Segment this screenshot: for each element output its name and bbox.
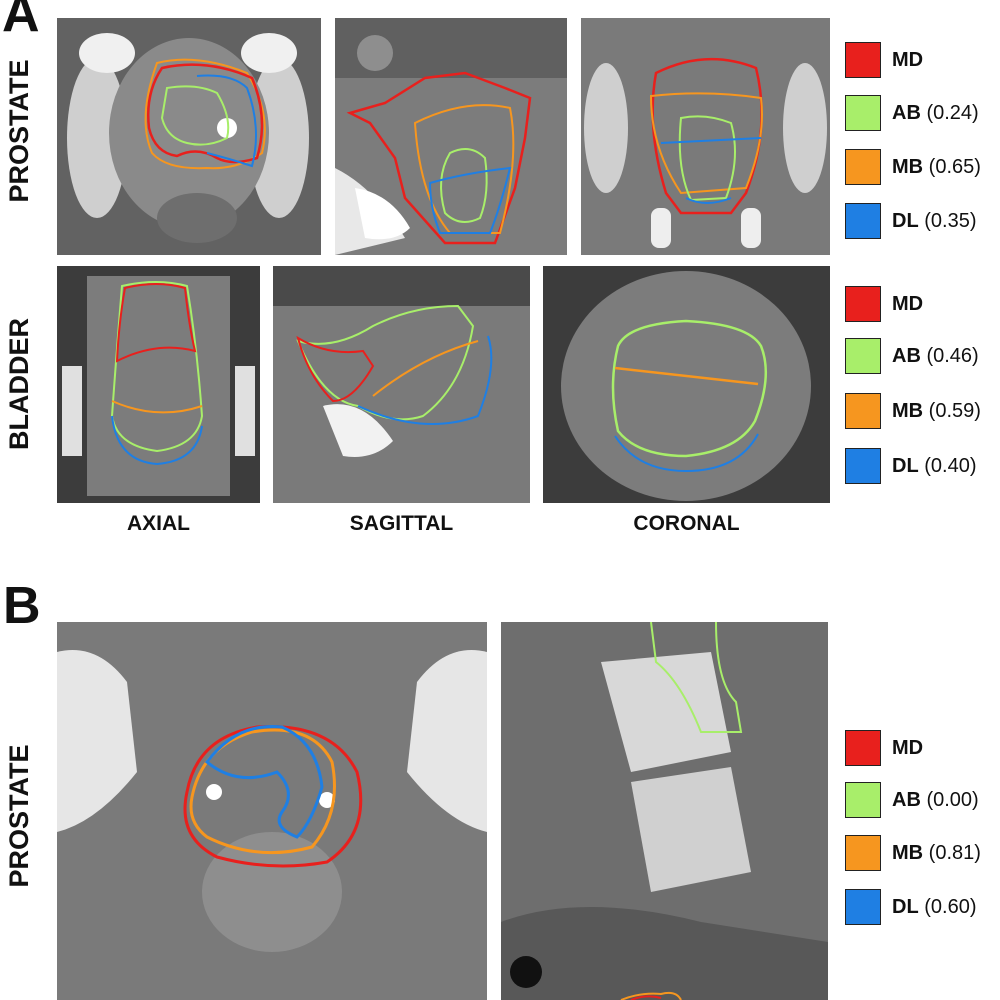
legend-code: AB [892, 102, 921, 124]
legend-value: (0.81) [928, 842, 981, 864]
legend-swatch-md [845, 42, 881, 78]
legend-code: DL [892, 455, 919, 477]
legend-prostate-b: MD AB (0.00) MB (0.81) DL (0.60) [845, 730, 1000, 930]
legend-swatch-ab [845, 782, 881, 818]
legend-swatch-mb [845, 149, 881, 185]
panel-b-letter: B [3, 577, 41, 635]
ct-axial-prostate-b [57, 622, 487, 1000]
ct-axial-bladder [57, 266, 260, 503]
legend-value: (0.59) [928, 400, 981, 422]
legend-value: (0.35) [924, 210, 977, 232]
legend-code: MB [892, 842, 924, 864]
row-label-prostate-b: PROSTATE [4, 744, 34, 888]
legend-swatch-dl [845, 448, 881, 484]
legend-code: MD [892, 737, 924, 759]
legend-bladder-a: MD AB (0.46) MB (0.59) DL (0.40) [845, 286, 1000, 486]
ct-coronal-bladder [543, 266, 830, 503]
legend-code: MB [892, 400, 924, 422]
row-label-prostate: PROSTATE [4, 59, 34, 203]
ct-sagittal-prostate-b [501, 622, 828, 1000]
legend-value: (0.65) [928, 156, 981, 178]
legend-code: DL [892, 210, 919, 232]
legend-value: (0.00) [926, 789, 979, 811]
col-label-sagittal: SAGITTAL [349, 512, 454, 535]
legend-swatch-dl [845, 889, 881, 925]
legend-code: AB [892, 789, 921, 811]
ct-coronal-prostate [581, 18, 830, 255]
legend-item-dl: DL (0.35) [845, 203, 1000, 241]
legend-prostate-a: MD AB (0.24) MB (0.65) DL (0.35) [845, 42, 1000, 242]
legend-code: AB [892, 345, 921, 367]
legend-code: MB [892, 156, 924, 178]
legend-item-ab: AB (0.24) [845, 95, 1000, 133]
col-label-coronal: CORONAL [633, 512, 740, 535]
legend-code: DL [892, 896, 919, 918]
legend-value: (0.46) [926, 345, 979, 367]
legend-item-ab: AB (0.46) [845, 338, 1000, 376]
legend-swatch-ab [845, 95, 881, 131]
legend-item-dl: DL (0.60) [845, 889, 1000, 927]
legend-swatch-mb [845, 835, 881, 871]
legend-code: MD [892, 293, 924, 315]
legend-value: (0.40) [924, 455, 977, 477]
panel-a-letter: A [2, 0, 40, 43]
ct-sagittal-prostate [335, 18, 567, 255]
legend-swatch-md [845, 286, 881, 322]
ct-axial-prostate [57, 18, 321, 255]
legend-item-md: MD [845, 286, 1000, 324]
legend-item-mb: MB (0.59) [845, 393, 1000, 431]
legend-code: MD [892, 49, 924, 71]
legend-swatch-dl [845, 203, 881, 239]
legend-swatch-md [845, 730, 881, 766]
legend-item-ab: AB (0.00) [845, 782, 1000, 820]
legend-value: (0.24) [926, 102, 979, 124]
ct-sagittal-bladder [273, 266, 530, 503]
legend-item-md: MD [845, 730, 1000, 768]
legend-item-dl: DL (0.40) [845, 448, 1000, 486]
legend-item-mb: MB (0.65) [845, 149, 1000, 187]
legend-swatch-ab [845, 338, 881, 374]
legend-item-md: MD [845, 42, 1000, 80]
legend-item-mb: MB (0.81) [845, 835, 1000, 873]
legend-value: (0.60) [924, 896, 977, 918]
row-label-bladder: BLADDER [4, 318, 34, 450]
legend-swatch-mb [845, 393, 881, 429]
col-label-axial: AXIAL [127, 512, 190, 535]
